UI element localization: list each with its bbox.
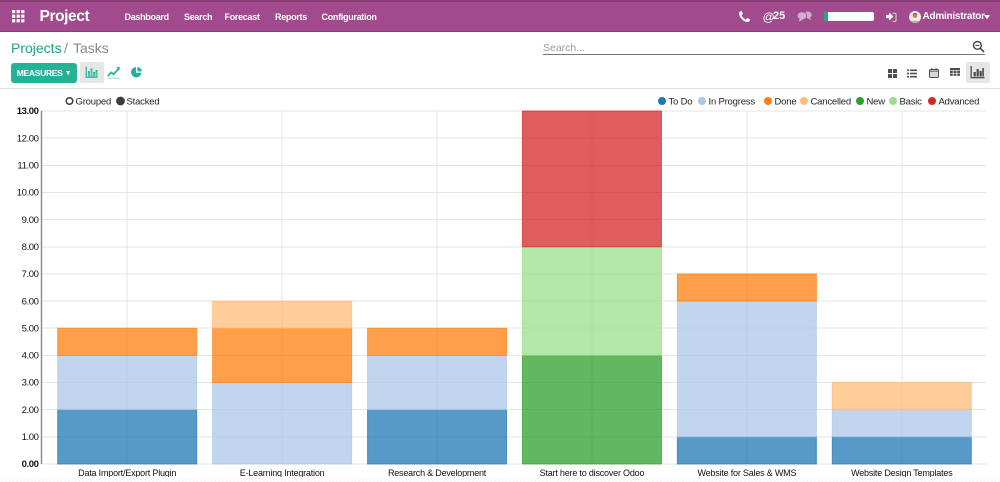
svg-text:Data Import/Export Plugin: Data Import/Export Plugin <box>78 468 176 478</box>
svg-text:9.00: 9.00 <box>22 215 39 226</box>
svg-text:E-Learning Integration: E-Learning Integration <box>240 468 325 478</box>
svg-text:11.00: 11.00 <box>17 161 38 172</box>
svg-text:3.00: 3.00 <box>22 378 39 389</box>
svg-text:Done: Done <box>775 97 797 108</box>
svg-text:2.00: 2.00 <box>22 405 39 416</box>
svg-text:Research & Development: Research & Development <box>388 468 487 478</box>
svg-text:Website Design Templates: Website Design Templates <box>851 468 953 478</box>
svg-text:10.00: 10.00 <box>17 188 39 199</box>
svg-text:New: New <box>867 97 886 108</box>
svg-text:7.00: 7.00 <box>22 269 39 280</box>
svg-text:8.00: 8.00 <box>22 242 39 253</box>
svg-text:1.00: 1.00 <box>22 432 39 443</box>
svg-text:Advanced: Advanced <box>939 97 980 108</box>
svg-text:4.00: 4.00 <box>22 351 39 362</box>
svg-text:Basic: Basic <box>900 97 923 108</box>
svg-text:5.00: 5.00 <box>22 323 39 334</box>
svg-text:To Do: To Do <box>669 97 693 108</box>
svg-text:13.00: 13.00 <box>17 106 39 117</box>
svg-text:0.00: 0.00 <box>22 459 39 470</box>
svg-text:In Progress: In Progress <box>709 97 756 108</box>
svg-text:6.00: 6.00 <box>22 296 39 307</box>
svg-text:Cancelled: Cancelled <box>811 97 851 108</box>
svg-text:Website for Sales & WMS: Website for Sales & WMS <box>697 468 796 478</box>
svg-text:Start here to discover Odoo: Start here to discover Odoo <box>540 468 645 478</box>
svg-text:12.00: 12.00 <box>17 133 39 144</box>
svg-text:Grouped: Grouped <box>76 97 112 108</box>
svg-text:Stacked: Stacked <box>127 97 160 108</box>
